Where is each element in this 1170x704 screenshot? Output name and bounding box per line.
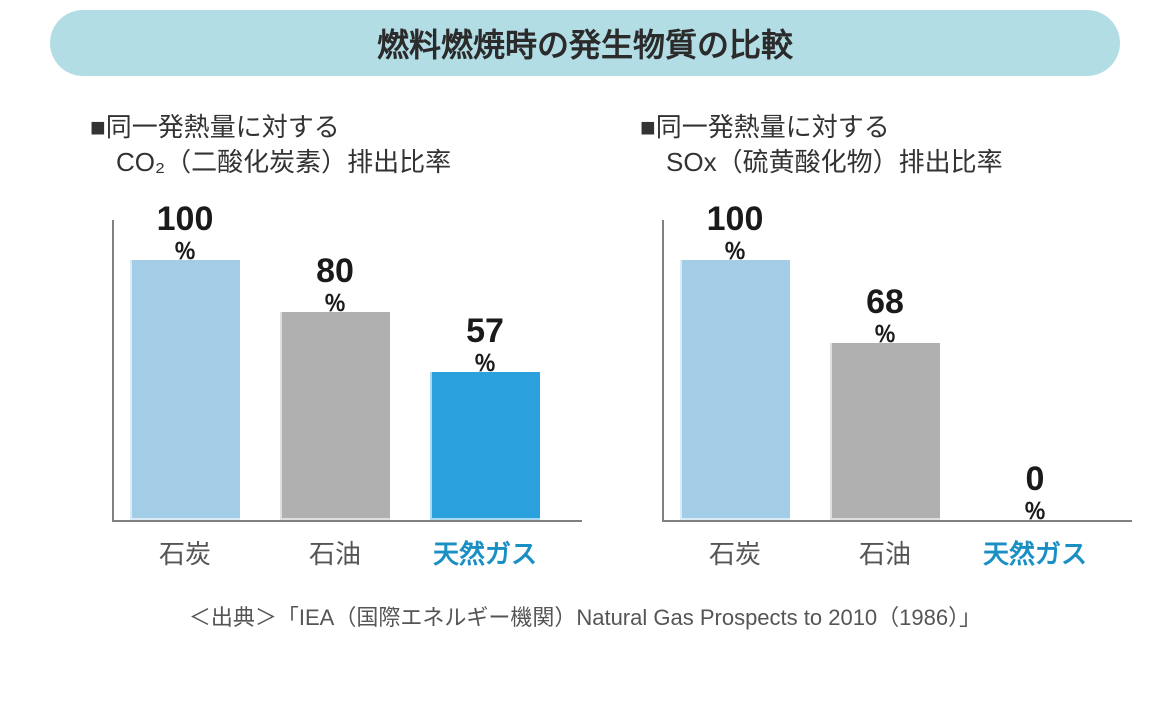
category-label-sox-2: 天然ガス [965, 534, 1105, 571]
category-label-sox-1: 石油 [815, 534, 955, 571]
y-axis [112, 220, 114, 522]
source-citation: ＜出典＞「IEA（国際エネルギー機関）Natural Gas Prospects… [0, 600, 1170, 632]
bar-co2-2 [430, 372, 540, 520]
subtitle-sox: ■同一発熱量に対する SOx（硫黄酸化物）排出比率 [640, 110, 1003, 180]
bar-co2-1 [280, 312, 390, 520]
bar-sox-0 [680, 260, 790, 520]
category-label-co2-2: 天然ガス [415, 534, 555, 571]
page-title: 燃料燃焼時の発生物質の比較 [377, 20, 793, 66]
percent-symbol: ％ [825, 317, 945, 349]
value-label-co2-0: 100％ [125, 202, 245, 266]
value-label-sox-1: 68％ [825, 285, 945, 349]
percent-symbol: ％ [125, 234, 245, 266]
value-number: 80 [316, 252, 354, 290]
value-number: 68 [866, 283, 904, 321]
category-label-co2-1: 石油 [265, 534, 405, 571]
bar-co2-0 [130, 260, 240, 520]
percent-symbol: ％ [675, 234, 795, 266]
y-axis [662, 220, 664, 522]
value-number: 100 [707, 200, 764, 238]
title-banner: 燃料燃焼時の発生物質の比較 [50, 10, 1120, 76]
panel-sox: ■同一発熱量に対する SOx（硫黄酸化物）排出比率100％石炭68％石油0％天然… [640, 110, 1003, 180]
category-label-co2-0: 石炭 [115, 534, 255, 571]
percent-symbol: ％ [275, 286, 395, 318]
value-number: 57 [466, 312, 504, 350]
percent-symbol: ％ [425, 346, 545, 378]
value-label-co2-2: 57％ [425, 314, 545, 378]
bar-sox-1 [830, 343, 940, 520]
x-axis [112, 520, 582, 522]
category-label-sox-0: 石炭 [665, 534, 805, 571]
value-label-co2-1: 80％ [275, 254, 395, 318]
value-number: 100 [157, 200, 214, 238]
panel-co2: ■同一発熱量に対する CO₂（二酸化炭素）排出比率100％石炭80％石油57％天… [90, 110, 451, 180]
percent-symbol: ％ [975, 494, 1095, 526]
value-number: 0 [1026, 460, 1045, 498]
value-label-sox-0: 100％ [675, 202, 795, 266]
subtitle-co2: ■同一発熱量に対する CO₂（二酸化炭素）排出比率 [90, 110, 451, 180]
value-label-sox-2: 0％ [975, 462, 1095, 526]
